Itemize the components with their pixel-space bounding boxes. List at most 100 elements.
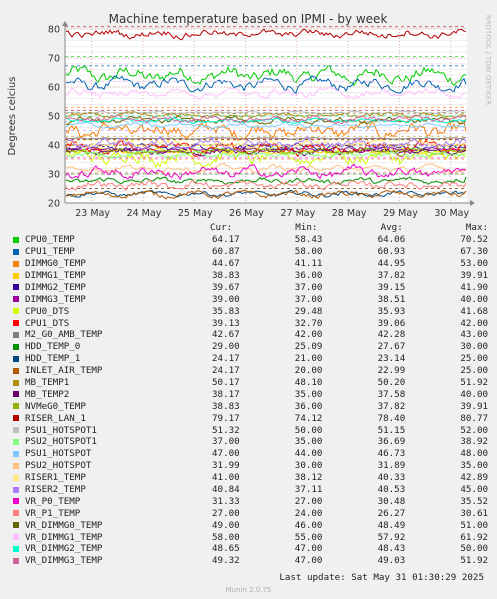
y-tick-label: 80: [48, 25, 60, 36]
legend-row: PSU2_HOTSPOT1 37.00 35.00 36.69 38.92: [10, 436, 488, 448]
legend-max: 80.77: [460, 412, 489, 424]
legend-avg: 39.06: [377, 317, 406, 329]
series-line: [65, 163, 467, 180]
x-tick-label: 27 May: [280, 208, 315, 219]
legend-row: HDD_TEMP_0 29.00 25.09 27.67 30.00: [10, 341, 488, 353]
legend-avg: 48.43: [377, 543, 406, 555]
legend-name: DIMMG3_TEMP: [25, 293, 86, 305]
legend-min: 37.00: [294, 293, 323, 305]
legend-avg: 49.03: [377, 555, 406, 567]
legend-swatch: [13, 545, 19, 552]
legend-row: DIMMG2_TEMP 39.67 37.00 39.15 41.90: [10, 281, 488, 293]
legend-avg: 31.89: [377, 460, 406, 472]
legend-max: 50.00: [460, 543, 489, 555]
legend-cur: 24.17: [212, 365, 240, 377]
legend-cur: 38.83: [212, 400, 240, 412]
legend-avg: 44.95: [377, 258, 406, 270]
legend-swatch: [13, 331, 19, 338]
legend-cur: 51.32: [212, 424, 240, 436]
legend-cur: 27.00: [212, 507, 240, 519]
legend-max: 30.61: [460, 507, 489, 519]
legend-row: MB_TEMP1 50.17 48.10 50.20 51.92: [10, 377, 488, 389]
series-line: [65, 114, 467, 125]
legend-swatch: [13, 391, 19, 398]
legend-swatch: [13, 415, 19, 422]
legend-header: Cur: Min: Avg: Max:: [10, 222, 488, 234]
legend-name: VR_DIMMG2_TEMP: [25, 543, 103, 555]
last-update: Last update: Sat May 31 01:30:29 2025: [279, 572, 484, 583]
legend-name: CPU1_TEMP: [25, 246, 75, 258]
legend-min: 47.00: [294, 555, 323, 567]
legend-swatch: [13, 367, 19, 374]
legend-max: 39.91: [460, 270, 489, 281]
legend-swatch: [13, 403, 19, 410]
legend-avg: 40.33: [377, 472, 406, 484]
x-tick-label: 30 May: [434, 208, 469, 219]
legend-avg: 26.27: [377, 507, 406, 519]
legend-min: 37.00: [294, 281, 323, 293]
legend-cur: 31.33: [212, 495, 240, 507]
legend-avg: 42.28: [377, 329, 406, 341]
series-line: [65, 162, 467, 174]
y-axis-arrow: [62, 21, 68, 26]
legend-max: 67.30: [460, 246, 489, 258]
legend-max: 51.00: [460, 519, 489, 531]
legend-row: PSU2_HOTSPOT 31.99 30.00 31.89 35.00: [10, 460, 488, 472]
header-avg: Avg:: [380, 222, 403, 234]
series-line: [65, 189, 467, 200]
legend-min: 37.11: [294, 484, 323, 496]
legend-row: DIMMG1_TEMP 38.83 36.00 37.82 39.91: [10, 270, 488, 282]
legend-name: CPU1_DTS: [25, 317, 70, 329]
legend-swatch: [13, 522, 19, 529]
legend-cur: 49.00: [212, 519, 240, 531]
legend-max: 30.00: [460, 341, 489, 353]
legend-cur: 44.67: [212, 258, 240, 270]
series-line: [65, 176, 467, 186]
legend-avg: 57.92: [377, 531, 406, 543]
legend-row: RISER1_TEMP 41.00 38.12 40.33 42.89: [10, 472, 488, 484]
y-tick-label: 70: [48, 54, 60, 65]
legend-min: 47.00: [294, 543, 323, 555]
legend-avg: 60.93: [377, 246, 406, 258]
y-tick-label: 20: [48, 199, 60, 210]
legend-cur: 64.17: [212, 234, 240, 246]
series-line: [65, 85, 467, 101]
legend-name: MB_TEMP1: [25, 377, 70, 389]
legend-max: 25.00: [460, 353, 489, 365]
legend-rows: CPU0_TEMP 64.17 58.43 64.06 70.52 CPU1_TEMP 60…: [10, 234, 488, 567]
legend-min: 55.00: [294, 531, 323, 543]
legend-min: 42.00: [294, 329, 323, 341]
legend-min: 74.12: [294, 412, 323, 424]
legend-row: VR_DIMMG2_TEMP 48.65 47.00 48.43 50.00: [10, 543, 488, 555]
legend-swatch: [13, 343, 19, 350]
legend-avg: 39.15: [377, 281, 406, 293]
header-cur: Cur:: [210, 222, 233, 234]
legend-name: M2_G0_AMB_TEMP: [25, 329, 103, 341]
legend-swatch: [13, 296, 19, 303]
legend-min: 36.00: [294, 270, 323, 281]
legend-min: 24.00: [294, 507, 323, 519]
legend-name: VR_DIMMG3_TEMP: [25, 555, 103, 567]
legend-swatch: [13, 510, 19, 517]
x-tick-label: 25 May: [178, 208, 213, 219]
legend-min: 48.10: [294, 377, 323, 389]
legend-cur: 79.17: [212, 412, 240, 424]
series-line: [65, 136, 467, 140]
legend-row: M2_G0_AMB_TEMP 42.67 42.00 42.28 43.00: [10, 329, 488, 341]
legend-max: 42.89: [460, 472, 489, 484]
legend-avg: 78.40: [377, 412, 406, 424]
legend-cur: 39.00: [212, 293, 240, 305]
legend-swatch: [13, 557, 19, 564]
legend-avg: 35.93: [377, 305, 406, 317]
series-line: [65, 135, 467, 152]
legend-avg: 37.82: [377, 400, 406, 412]
legend-max: 35.00: [460, 460, 489, 472]
legend-name: RISER2_TEMP: [25, 484, 86, 496]
legend-name: CPU0_DTS: [25, 305, 70, 317]
legend-max: 52.00: [460, 424, 489, 436]
legend-max: 41.90: [460, 281, 489, 293]
legend-swatch: [13, 427, 19, 434]
series-line: [65, 179, 467, 192]
legend-swatch: [13, 534, 19, 541]
legend-name: VR_P0_TEMP: [25, 495, 81, 507]
